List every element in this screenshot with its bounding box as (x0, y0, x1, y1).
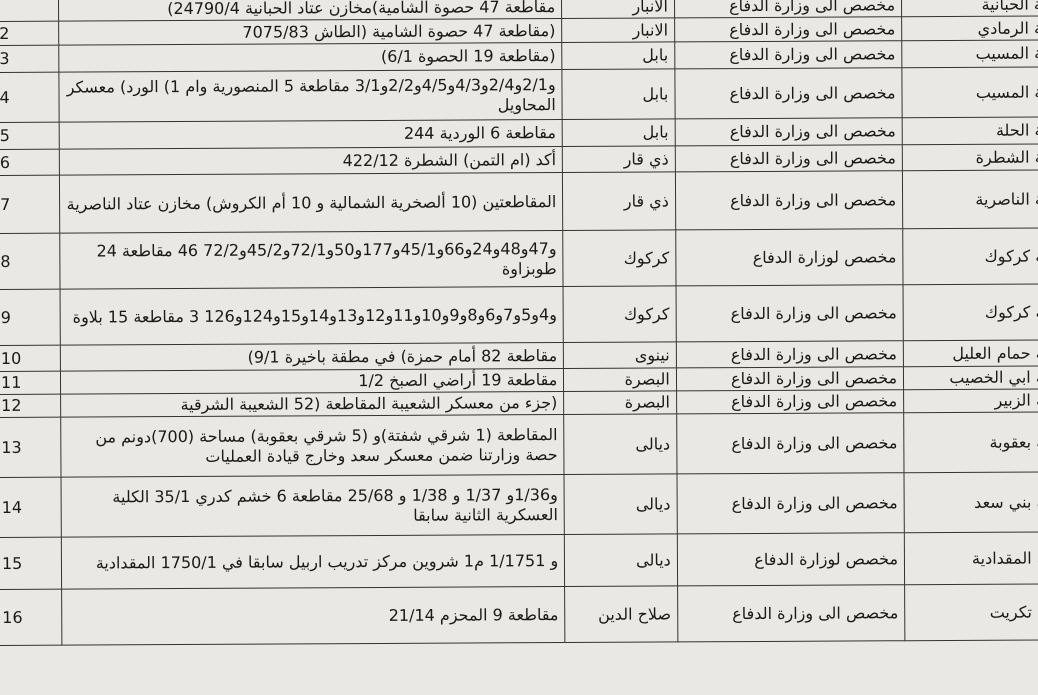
row-number-cell: 12 (0, 394, 61, 418)
row-number-cell: 16 (0, 589, 62, 646)
parcel-description-cell: و2/1و2/4و4/3و4/5و2/2و3/1 مقاطعة 5 المنصو… (58, 69, 563, 123)
municipality-cell: بلدية بني سعد (904, 471, 1038, 533)
status-cell: مخصص الى وزارة الدفاع (675, 144, 903, 172)
municipality-cell: بلدية بعقوبة (903, 411, 1038, 473)
status-cell: مخصص الى وزارة الدفاع (675, 170, 903, 230)
status-cell: مخصص الى وزارة الدفاع (676, 472, 905, 534)
governorate-cell: الانبار (561, 17, 675, 43)
table-row: بلدية كركوك مخصص الى وزارة الدفاع كركوك و4و… (0, 283, 1038, 346)
governorate-cell: ديالى (564, 473, 678, 535)
row-number-cell: 7 (0, 175, 60, 234)
parcel-description-cell: (جزء من معسكر الشعيبة المقاطعة (52 الشعي… (60, 391, 564, 418)
governorate-cell: البصرة (563, 390, 677, 415)
governorate-cell: بابل (562, 118, 676, 147)
status-cell: مخصص الى وزارة الدفاع (676, 340, 904, 368)
governorate-cell: نينوى (563, 341, 677, 369)
table-row: بلدية الناصرية مخصص الى وزارة الدفاع ذي قا… (0, 169, 1038, 234)
row-number-cell: 11 (0, 371, 61, 395)
governorate-cell: بابل (562, 68, 675, 120)
row-number-cell (0, 0, 59, 22)
parcel-description-cell: مقاطعة 6 الوردية 244 (58, 119, 563, 150)
parcel-description-cell: المقاطعة (1 شرقي شفتة)و (5 شرقي بعقوبة) … (60, 414, 565, 478)
status-cell: مخصص الى وزارة الدفاع (676, 389, 904, 414)
parcel-description-cell: مقاطعة 19 أراضي الصبخ 1/2 (60, 368, 564, 395)
municipality-cell: بلدية المسيب (901, 39, 1038, 68)
row-number-cell: 13 (0, 417, 61, 478)
row-number-cell: 9 (0, 289, 61, 346)
municipality-cell: بلدية المقدادية (904, 531, 1038, 585)
row-number-cell: 10 (0, 345, 61, 372)
status-cell: مخصص الى وزارة الدفاع (674, 117, 903, 146)
municipality-cell: بلدية الزبير (903, 388, 1038, 413)
table-row: بلدية كركوك مخصص لوزارة الدفاع كركوك و47و48… (0, 227, 1038, 290)
municipality-cell: بلدية حمام العليل (903, 339, 1038, 367)
row-number-cell: 4 (0, 72, 59, 123)
status-cell: مخصص الى وزارة الدفاع (674, 40, 902, 69)
parcel-description-cell: (مقاطعة 47 حصوة الشامية (الطاش 7075/83 (58, 18, 562, 46)
parcel-description-cell: مقاطعة 82 أمام حمزة) في مطقة باخيرة 9/1) (60, 342, 564, 372)
municipality-cell: بلدية كركوك (902, 227, 1038, 285)
row-number-cell: 3 (0, 45, 59, 73)
parcel-description-cell: و1/36و 1/37 و 1/38 و 25/68 مقاطعة 6 خشم … (60, 474, 565, 538)
governorate-cell: ذي قار (562, 145, 676, 173)
municipality-cell: بلدية الناصرية (902, 169, 1038, 229)
governorate-cell: كركوك (562, 229, 676, 287)
municipality-cell: بلدية تكريت (904, 583, 1038, 641)
governorate-cell: الانبار (561, 0, 675, 19)
parcel-description-cell: أكد (ام التمن) الشطرة 422/12 (58, 146, 563, 176)
table-row: بلدية المسيب مخصص الى وزارة الدفاع بابل و2/… (0, 66, 1038, 123)
parcel-description-cell: و4و5و7و6و8و9و10و11و12و13و14و15و124و126 3… (59, 286, 564, 346)
row-number-cell: 14 (0, 477, 62, 538)
row-number-cell: 5 (0, 122, 59, 150)
municipality-cell: بلدية الرمادي (901, 15, 1038, 41)
row-number-cell: 2 (0, 21, 59, 46)
status-cell: مخصص الى وزارة الدفاع (675, 284, 904, 342)
row-number-cell: 6 (0, 149, 60, 176)
parcel-description-cell: و47و48و24و66و45/1و177و50و72/1و45/2و72/2 … (59, 230, 564, 290)
status-cell: مخصص الى وزارة الدفاع (676, 366, 904, 391)
governorate-cell: ذي قار (562, 171, 676, 231)
municipality-cell: بلدية المسيب (901, 66, 1038, 118)
land-allocation-table: بلدية الحبانية مخصص الى وزارة الدفاع الانب… (0, 0, 1038, 646)
status-cell: مخصص الى وزارة الدفاع (674, 0, 902, 18)
status-cell: مخصص الى وزارة الدفاع (674, 16, 902, 42)
parcel-description-cell: و 1/1751 م1 شروين مركز تدريب اربيل سابقا… (61, 534, 565, 590)
parcel-description-cell: مقاطعة 9 المحزم 21/14 (61, 586, 566, 646)
status-cell: مخصص الى وزارة الدفاع (676, 412, 905, 474)
status-cell: مخصص الى وزارة الدفاع (674, 67, 903, 119)
row-number-cell: 8 (0, 233, 60, 290)
municipality-cell: بلدية الحلة (902, 116, 1038, 145)
row-number-cell: 15 (0, 537, 62, 590)
status-cell: مخصص الى وزارة الدفاع (677, 584, 905, 642)
governorate-cell: كركوك (563, 285, 677, 343)
governorate-cell: صلاح الدين (564, 585, 678, 643)
municipality-cell: بلدية كركوك (903, 283, 1038, 341)
municipality-cell: بلدية الشطرة (902, 143, 1038, 171)
governorate-cell: بابل (561, 41, 675, 70)
governorate-cell: ديالى (564, 533, 678, 587)
governorate-cell: ديالى (563, 413, 677, 475)
municipality-cell: بلدية ابي الخصيب (903, 365, 1038, 390)
parcel-description-cell: (مقاطعة 19 الحصوة 6/1) (58, 42, 563, 73)
governorate-cell: البصرة (563, 367, 677, 392)
status-cell: مخصص لوزارة الدفاع (675, 228, 904, 286)
parcel-description-cell: المقاطعتين (10 ألصخرية الشمالية و 10 أم … (59, 172, 563, 234)
municipality-cell: بلدية الحبانية (901, 0, 1038, 17)
status-cell: مخصص لوزارة الدفاع (677, 532, 905, 586)
